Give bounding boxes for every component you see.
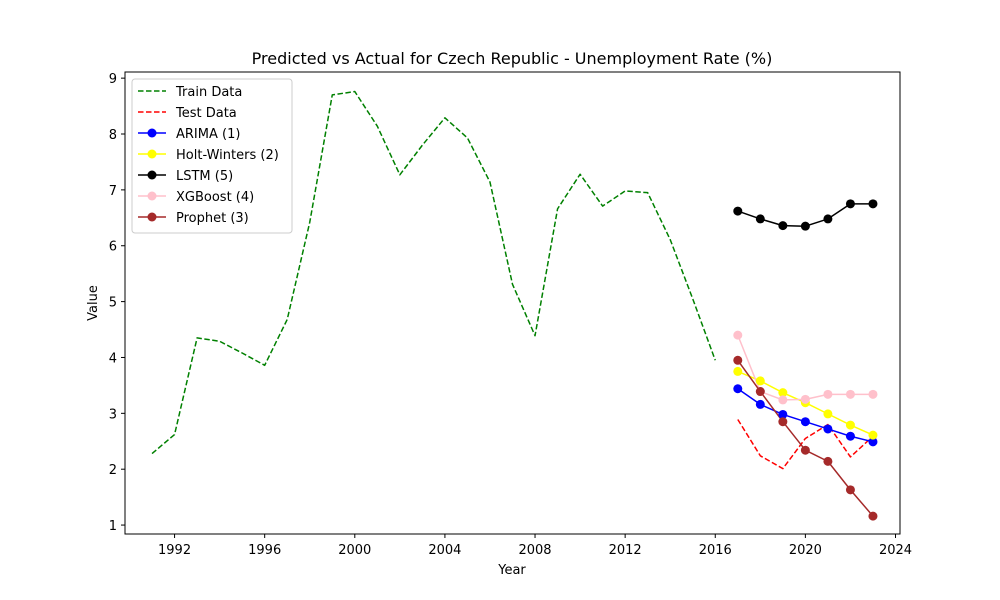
data-point-arima-1 (800, 417, 810, 427)
plot-frame (124, 71, 901, 535)
legend-label-lstm-5: LSTM (5) (176, 169, 233, 184)
x-axis-label: Year (497, 563, 526, 578)
data-point-xgboost-4 (778, 395, 788, 405)
data-point-arima-1 (868, 437, 878, 447)
legend-label-test-data: Test Data (175, 106, 237, 121)
y-tick-label: 7 (109, 184, 117, 199)
legend-marker-prophet-3 (147, 212, 157, 222)
data-point-holt-winters-2 (845, 420, 855, 430)
data-point-arima-1 (845, 431, 855, 441)
data-point-holt-winters-2 (778, 388, 788, 398)
data-point-prophet-3 (800, 445, 810, 455)
data-point-lstm-5 (823, 214, 833, 224)
data-point-holt-winters-2 (733, 366, 743, 376)
y-tick-label: 2 (109, 463, 117, 478)
y-axis-label: Value (86, 285, 101, 321)
plot-markers (733, 199, 878, 521)
x-tick-label: 2020 (789, 543, 822, 558)
legend-label-arima-1: ARIMA (1) (176, 127, 240, 142)
data-point-arima-1 (733, 384, 743, 394)
legend-label-holt-winters-2: Holt-Winters (2) (176, 148, 279, 163)
legend-label-xgboost-4: XGBoost (4) (176, 190, 254, 205)
data-point-lstm-5 (845, 199, 855, 209)
legend-marker-lstm-5 (147, 170, 157, 180)
legend-box (131, 78, 293, 234)
data-point-xgboost-4 (845, 389, 855, 399)
data-point-prophet-3 (823, 456, 833, 466)
legend-marker-xgboost-4 (147, 191, 157, 201)
data-point-arima-1 (778, 409, 788, 419)
x-tick-label: 2012 (609, 543, 642, 558)
data-point-lstm-5 (755, 214, 765, 224)
data-point-holt-winters-2 (755, 376, 765, 386)
x-tick-label: 2024 (879, 543, 912, 558)
data-point-prophet-3 (778, 417, 788, 427)
legend: Train Data Test Data ARIMA (1) Holt-Winters… (131, 78, 293, 234)
data-point-xgboost-4 (800, 394, 810, 404)
x-tick-label: 2016 (699, 543, 732, 558)
data-point-lstm-5 (778, 221, 788, 231)
series-line-test-data (737, 419, 874, 470)
data-point-lstm-5 (733, 206, 743, 216)
x-tick-label: 1996 (248, 543, 281, 558)
data-point-xgboost-4 (868, 389, 878, 399)
data-point-arima-1 (755, 399, 765, 409)
data-point-xgboost-4 (733, 330, 743, 340)
data-point-prophet-3 (733, 355, 743, 365)
data-point-lstm-5 (868, 199, 878, 209)
x-tick-label: 2004 (428, 543, 461, 558)
data-point-prophet-3 (755, 387, 765, 397)
data-point-xgboost-4 (823, 389, 833, 399)
y-tick-label: 4 (109, 351, 117, 366)
x-tick-label: 1992 (158, 543, 191, 558)
y-tick-label: 9 (109, 72, 117, 87)
chart-title: Predicted vs Actual for Czech Republic -… (252, 49, 773, 68)
y-axis: 1 2 3 4 5 6 7 8 9 (109, 72, 125, 534)
data-point-holt-winters-2 (823, 409, 833, 419)
x-axis: 1992 1996 2000 2004 2008 2012 2016 2020 2024 (158, 534, 912, 558)
data-point-lstm-5 (800, 221, 810, 231)
y-tick-label: 5 (109, 296, 117, 311)
y-tick-label: 6 (109, 240, 117, 255)
series-line-train-data (151, 90, 716, 455)
y-tick-label: 1 (109, 519, 117, 534)
x-tick-label: 2008 (518, 543, 551, 558)
data-point-holt-winters-2 (868, 430, 878, 440)
y-tick-label: 8 (109, 128, 117, 143)
data-point-prophet-3 (868, 511, 878, 521)
x-tick-label: 2000 (338, 543, 371, 558)
data-point-arima-1 (823, 424, 833, 434)
legend-label-prophet-3: Prophet (3) (176, 211, 249, 226)
y-tick-label: 3 (109, 407, 117, 422)
data-point-prophet-3 (845, 485, 855, 495)
legend-marker-holt-winters-2 (147, 149, 157, 159)
legend-label-train-data: Train Data (175, 85, 242, 100)
legend-marker-arima-1 (147, 128, 157, 138)
